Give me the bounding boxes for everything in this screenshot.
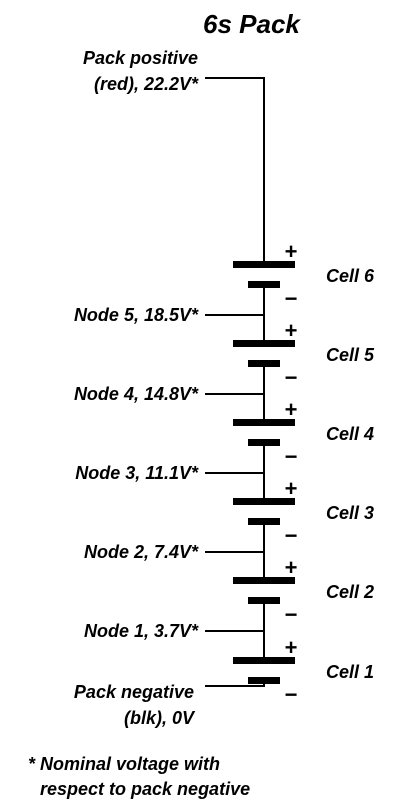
- cell-minus-sign: −: [285, 682, 298, 707]
- cell-negative-plate: [248, 439, 280, 446]
- node-tap: Node 1, 3.7V*: [84, 621, 264, 641]
- cell-gap: [261, 505, 267, 518]
- node-label: Node 5, 18.5V*: [74, 305, 199, 325]
- footnote-line2: respect to pack negative: [40, 779, 250, 799]
- node-tap: Node 2, 7.4V*: [84, 542, 264, 562]
- cell-symbol: + − Cell 6: [233, 239, 375, 311]
- cell-positive-plate: [233, 340, 295, 347]
- cell-plus-sign: +: [285, 318, 298, 343]
- pack-positive-label-line2: (red), 22.2V*: [94, 74, 199, 94]
- node-label: Node 2, 7.4V*: [84, 542, 199, 562]
- cell-plus-sign: +: [285, 555, 298, 580]
- cell-minus-sign: −: [285, 523, 298, 548]
- node-tap: Node 4, 14.8V*: [74, 384, 264, 404]
- footnote-line1: * Nominal voltage with: [28, 754, 220, 774]
- node-label: Node 1, 3.7V*: [84, 621, 199, 641]
- cell-positive-plate: [233, 498, 295, 505]
- cell-gap: [261, 584, 267, 597]
- cell-negative-plate: [248, 597, 280, 604]
- cell-label: Cell 2: [326, 582, 374, 602]
- diagram-title: 6s Pack: [203, 9, 301, 39]
- cell-label: Cell 1: [326, 662, 374, 682]
- cell-symbol: + − Cell 1: [233, 635, 374, 707]
- pack-positive-label-line1: Pack positive: [83, 48, 198, 68]
- cell-symbol: + − Cell 4: [233, 397, 374, 469]
- cell-gap: [261, 426, 267, 439]
- cell-minus-sign: −: [285, 602, 298, 627]
- cell-plus-sign: +: [285, 635, 298, 660]
- cell-minus-sign: −: [285, 286, 298, 311]
- pack-negative-label-line2: (blk), 0V: [124, 708, 196, 728]
- cell-minus-sign: −: [285, 365, 298, 390]
- cell-gap: [261, 664, 267, 677]
- nodes-group: Node 5, 18.5V* Node 4, 14.8V* Node 3, 11.1…: [74, 305, 264, 641]
- cell-negative-plate: [248, 360, 280, 367]
- cell-minus-sign: −: [285, 444, 298, 469]
- cell-negative-plate: [248, 677, 280, 684]
- cell-plus-sign: +: [285, 397, 298, 422]
- cell-label: Cell 5: [326, 345, 375, 365]
- node-label: Node 3, 11.1V*: [75, 463, 199, 483]
- node-tap: Node 3, 11.1V*: [75, 463, 264, 483]
- cell-symbol: + − Cell 5: [233, 318, 375, 390]
- cell-plus-sign: +: [285, 476, 298, 501]
- cell-label: Cell 4: [326, 424, 374, 444]
- pack-negative-label-line1: Pack negative: [74, 682, 194, 702]
- cells-group: + − Cell 6 + − Cell 5 + − Cell 4 + − Cell 3 + − Cell 2…: [233, 239, 375, 707]
- cell-positive-plate: [233, 577, 295, 584]
- cell-label: Cell 3: [326, 503, 374, 523]
- cell-gap: [261, 347, 267, 360]
- cell-symbol: + − Cell 3: [233, 476, 374, 548]
- cell-gap: [261, 268, 267, 281]
- node-tap: Node 5, 18.5V*: [74, 305, 264, 325]
- node-label: Node 4, 14.8V*: [74, 384, 199, 404]
- cell-label: Cell 6: [326, 266, 375, 286]
- cell-symbol: + − Cell 2: [233, 555, 374, 627]
- cell-positive-plate: [233, 261, 295, 268]
- cell-positive-plate: [233, 657, 295, 664]
- cell-positive-plate: [233, 419, 295, 426]
- cell-negative-plate: [248, 518, 280, 525]
- cell-plus-sign: +: [285, 239, 298, 264]
- cell-negative-plate: [248, 281, 280, 288]
